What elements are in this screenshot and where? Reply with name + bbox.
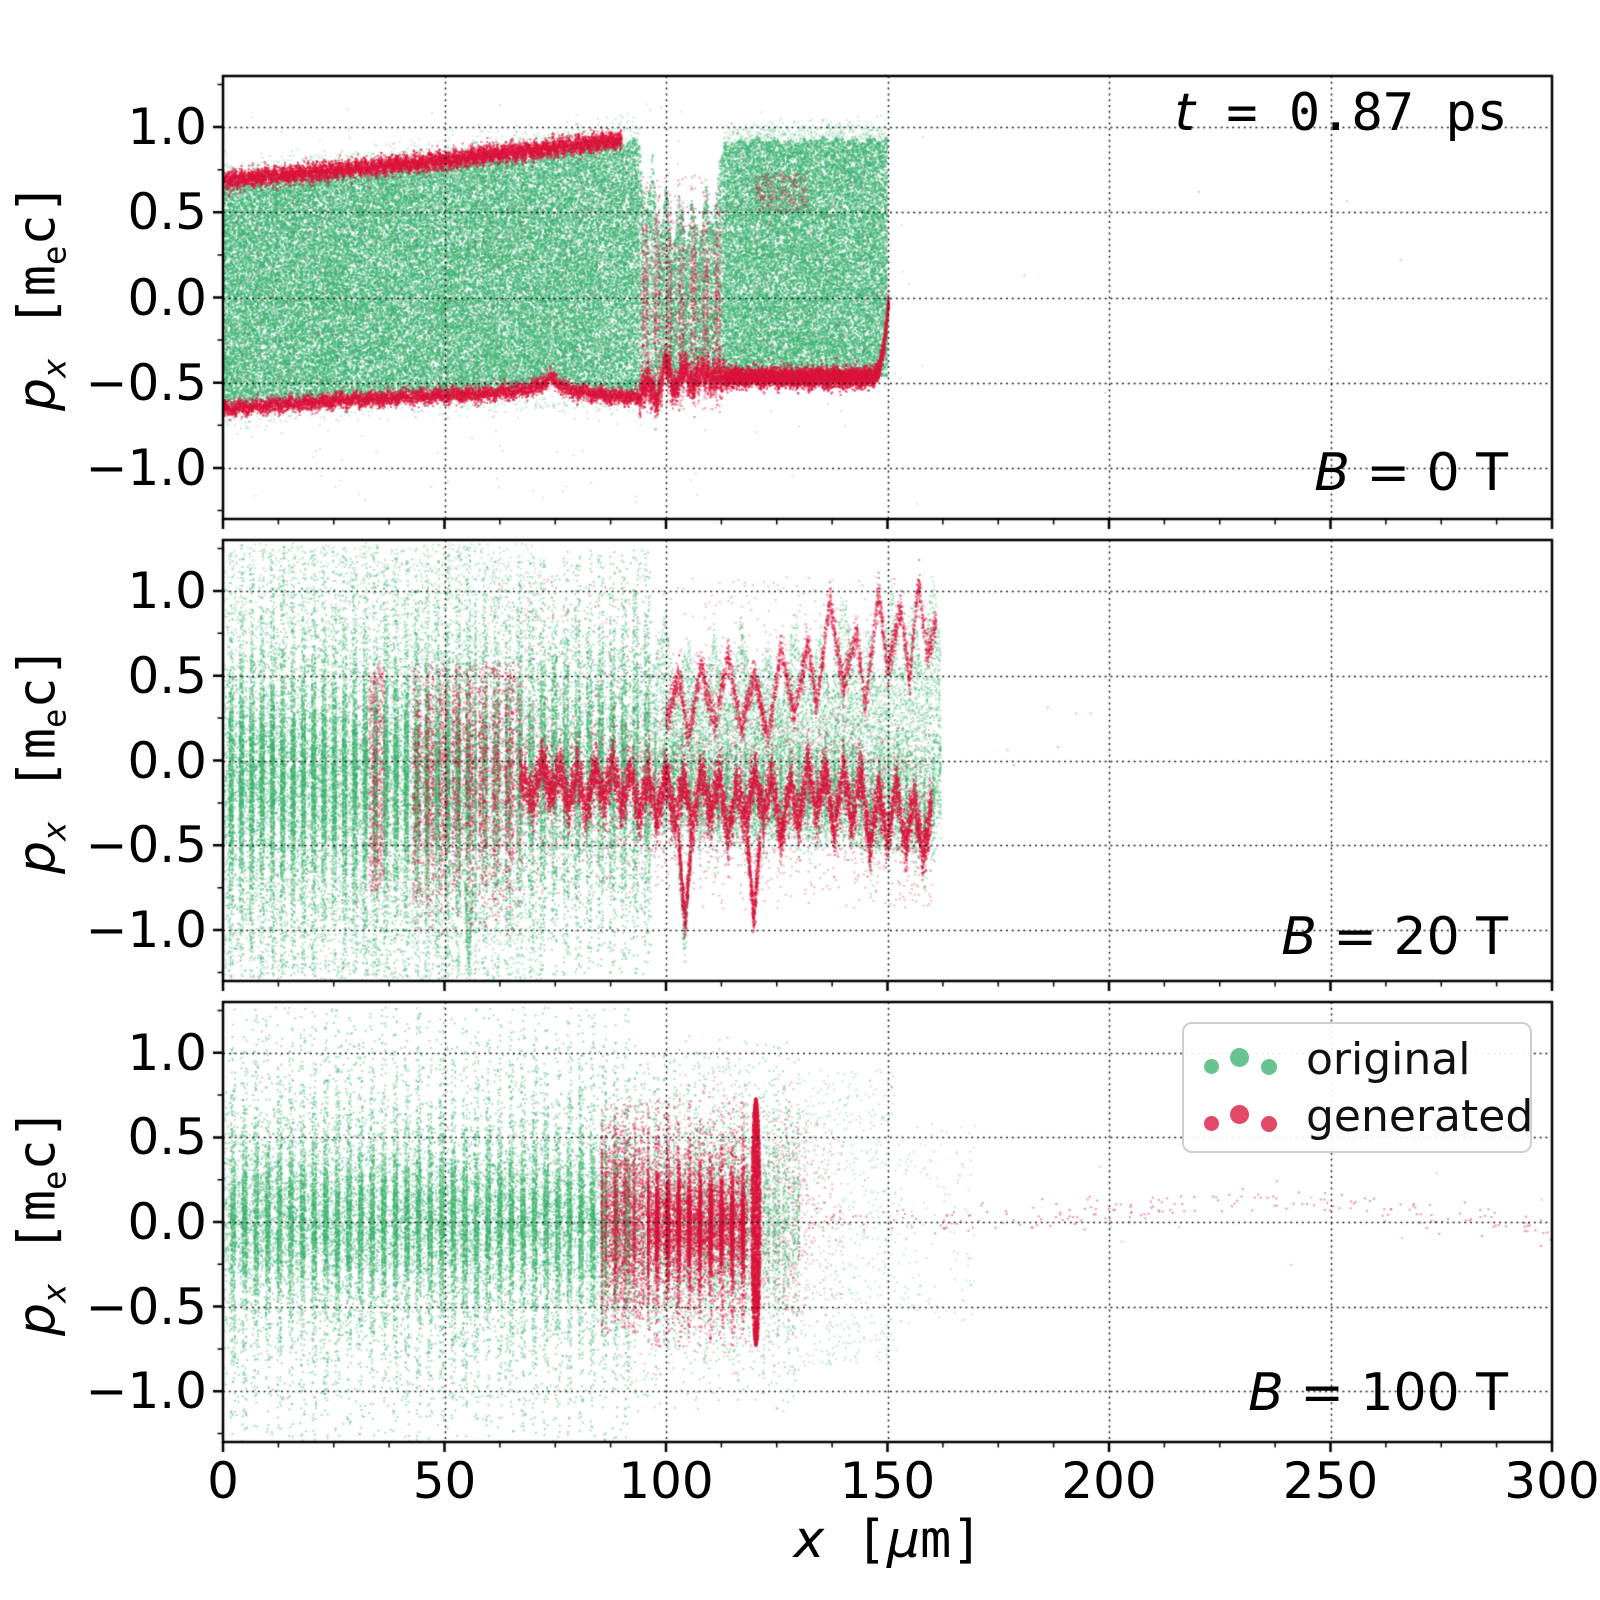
- y-tick-label: −1.0: [85, 1362, 207, 1421]
- x-tick-label: 250: [1282, 1452, 1379, 1510]
- field-annotation-b0: B = 0 T: [1314, 442, 1508, 504]
- legend-marker-icon: [1230, 1048, 1249, 1067]
- legend-marker-icon: [1230, 1105, 1249, 1124]
- y-tick-label: 0.5: [127, 1108, 207, 1167]
- y-tick-label: 1.0: [127, 98, 207, 157]
- x-axis-label: x [μm]: [793, 1512, 982, 1568]
- legend-marker-icon: [1261, 1059, 1277, 1075]
- field-value: = 0 T: [1349, 443, 1509, 503]
- legend-label-original: original: [1306, 1034, 1471, 1085]
- legend-item-original: original: [1184, 1035, 1530, 1085]
- y-axis-label-panel-1: px [mec]: [7, 182, 82, 412]
- y-label-unit-end: c]: [7, 645, 68, 709]
- y-tick-label: 1.0: [127, 1023, 207, 1082]
- y-tick-label: 0.0: [127, 1193, 207, 1251]
- y-label-subscript: x: [35, 821, 74, 842]
- time-value: = 0.87 ps: [1194, 83, 1508, 143]
- x-tick-label: 300: [1504, 1452, 1600, 1510]
- x-tick-label: 150: [839, 1452, 936, 1510]
- y-label-unit: [m: [7, 728, 68, 822]
- legend-label-generated: generated: [1306, 1091, 1534, 1142]
- y-label-unit-sub: e: [35, 708, 74, 729]
- y-tick-label: −0.5: [85, 353, 207, 412]
- y-tick-label: −1.0: [85, 438, 207, 497]
- field-variable: B: [1314, 443, 1350, 503]
- y-axis-label-panel-2: px [mec]: [7, 645, 82, 875]
- y-label-variable: p: [7, 1303, 68, 1337]
- legend: original generated: [1182, 1022, 1534, 1153]
- x-tick-label: 50: [412, 1452, 477, 1510]
- time-variable: t: [1174, 83, 1195, 143]
- x-tick-label: 0: [207, 1452, 239, 1510]
- x-label-unit-end: m]: [919, 1510, 983, 1570]
- y-tick-label: 0.0: [127, 731, 207, 790]
- x-label-bracket: [: [824, 1510, 887, 1570]
- y-tick-label: 0.5: [127, 183, 207, 242]
- y-label-unit: [m: [7, 1190, 68, 1284]
- y-tick-label: 0.5: [127, 646, 207, 705]
- y-label-unit-sub: e: [35, 1170, 74, 1191]
- field-annotation-b100: B = 100 T: [1248, 1362, 1508, 1424]
- y-tick-label: −0.5: [85, 1277, 207, 1336]
- field-annotation-b20: B = 20 T: [1281, 906, 1508, 968]
- y-label-unit-sub: e: [35, 245, 74, 266]
- field-variable: B: [1281, 907, 1317, 967]
- y-tick-label: 1.0: [127, 561, 207, 620]
- legend-item-generated: generated: [1184, 1091, 1534, 1142]
- legend-marker-icon: [1204, 1059, 1219, 1074]
- y-tick-label: −0.5: [85, 816, 207, 875]
- y-label-subscript: x: [35, 358, 74, 379]
- y-label-subscript: x: [35, 1283, 74, 1304]
- y-axis-label-panel-3: px [mec]: [7, 1107, 82, 1337]
- y-tick-label: 0.0: [127, 268, 207, 327]
- x-tick-label: 200: [1061, 1452, 1157, 1510]
- y-label-unit-end: c]: [7, 182, 68, 246]
- y-tick-label: −1.0: [85, 901, 207, 960]
- field-value: = 20 T: [1316, 907, 1508, 967]
- legend-marker-icon: [1261, 1116, 1277, 1132]
- legend-marker-icon: [1204, 1116, 1219, 1131]
- time-annotation: t = 0.87 ps: [1175, 82, 1508, 144]
- x-label-variable: x: [793, 1510, 825, 1570]
- y-label-variable: p: [7, 841, 68, 875]
- y-label-variable: p: [7, 378, 68, 412]
- field-variable: B: [1248, 1363, 1284, 1423]
- x-label-mu: μ: [886, 1510, 920, 1570]
- field-value: = 100 T: [1283, 1363, 1508, 1423]
- x-tick-label: 100: [618, 1452, 714, 1510]
- y-label-unit: [m: [7, 265, 68, 359]
- y-label-unit-end: c]: [7, 1107, 68, 1171]
